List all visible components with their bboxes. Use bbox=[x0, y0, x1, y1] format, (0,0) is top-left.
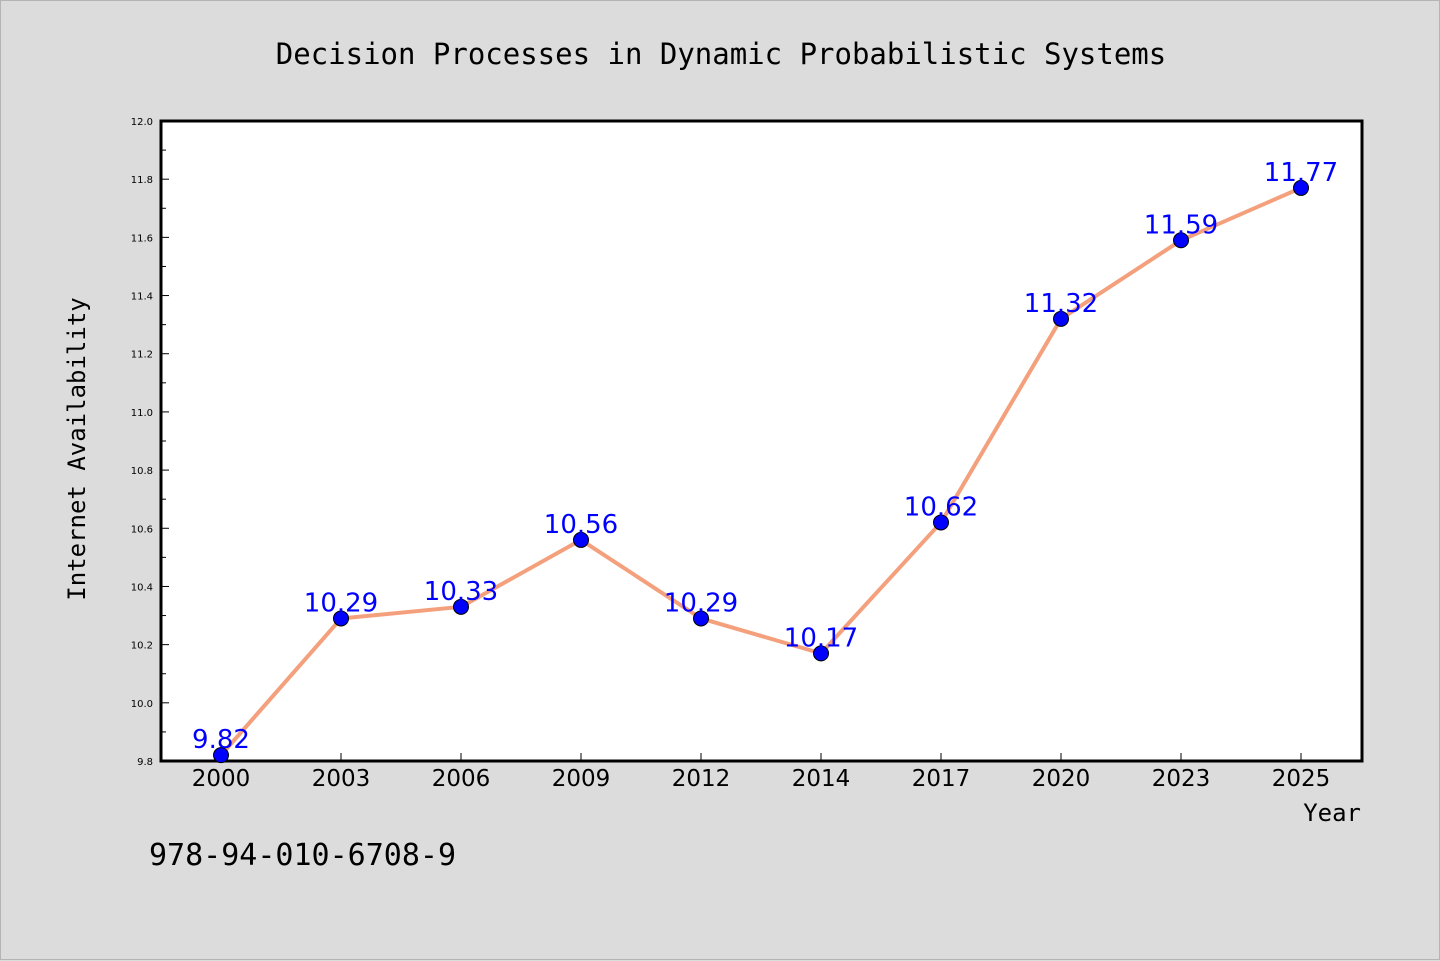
data-label: 10.29 bbox=[304, 588, 378, 618]
y-tick-label: 11.0 bbox=[131, 408, 153, 419]
data-label: 9.82 bbox=[192, 725, 250, 755]
y-tick-label: 11.2 bbox=[131, 350, 153, 361]
x-tick-label: 2020 bbox=[1032, 766, 1091, 792]
data-label: 10.56 bbox=[544, 510, 618, 540]
x-tick-label: 2012 bbox=[672, 766, 731, 792]
y-tick-label: 11.8 bbox=[131, 175, 153, 186]
data-point bbox=[333, 610, 349, 627]
data-point bbox=[693, 610, 709, 627]
y-axis-title: Internet Availability bbox=[63, 297, 91, 600]
series-line bbox=[219, 186, 1302, 757]
data-label: 11.59 bbox=[1144, 210, 1218, 240]
x-tick-label: 2000 bbox=[192, 766, 251, 792]
x-axis-title: Year bbox=[1303, 799, 1361, 827]
x-axis: 2000 2003 2006 2009 2012 2014 2017 2020 2023 2025 bbox=[192, 753, 1331, 792]
data-point bbox=[1173, 232, 1189, 249]
x-tick-label: 2003 bbox=[312, 766, 371, 792]
y-tick-label: 11.6 bbox=[131, 233, 153, 244]
y-tick-label: 10.4 bbox=[131, 582, 153, 593]
plot-area bbox=[159, 119, 1364, 763]
series-layer: 9.82 10.29 10.33 10.56 10.29 10.17 10.62 11.32 1… bbox=[192, 158, 1338, 764]
data-label: 11.77 bbox=[1264, 158, 1338, 188]
y-tick-label: 11.4 bbox=[131, 292, 153, 303]
y-tick-label: 10.0 bbox=[131, 699, 153, 710]
x-tick-label: 2017 bbox=[912, 766, 971, 792]
data-point bbox=[933, 514, 949, 531]
data-label: 10.62 bbox=[904, 492, 978, 522]
chart-title: Decision Processes in Dynamic Probabilis… bbox=[276, 37, 1166, 71]
x-tick-label: 2025 bbox=[1272, 766, 1331, 792]
x-tick-label: 2006 bbox=[432, 766, 491, 792]
x-tick-label: 2014 bbox=[792, 766, 851, 792]
data-point bbox=[573, 531, 589, 548]
isbn-text: 978-94-010-6708-9 bbox=[149, 838, 456, 873]
x-tick-label: 2009 bbox=[552, 766, 611, 792]
data-label: 10.33 bbox=[424, 577, 498, 607]
y-tick-label: 12.0 bbox=[131, 117, 153, 128]
data-point bbox=[213, 747, 229, 764]
data-point bbox=[453, 598, 469, 615]
data-point bbox=[1053, 310, 1069, 327]
y-axis: 9.8 10.0 10.2 10.4 10.6 10.8 11.0 11.2 11.4 11.6 1… bbox=[131, 117, 169, 768]
data-label: 10.17 bbox=[784, 623, 858, 653]
y-tick-label: 10.2 bbox=[131, 641, 153, 652]
y-tick-label: 9.8 bbox=[137, 757, 153, 768]
data-label: 10.29 bbox=[664, 588, 738, 618]
y-tick-label: 10.8 bbox=[131, 466, 153, 477]
data-point bbox=[1293, 179, 1309, 196]
x-tick-label: 2023 bbox=[1152, 766, 1211, 792]
data-point bbox=[813, 645, 829, 662]
data-label: 11.32 bbox=[1024, 289, 1098, 319]
y-tick-label: 10.6 bbox=[131, 524, 153, 535]
